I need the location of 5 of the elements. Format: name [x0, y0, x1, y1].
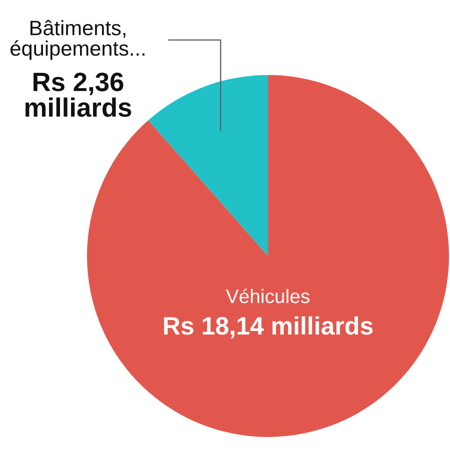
- slice-label: Bâtiments, équipements...: [10, 20, 144, 60]
- data-label: Rs 2,36 milliards: [25, 72, 132, 117]
- pie-slice: [148, 75, 268, 256]
- data-label: Rs 18,14 milliards: [164, 316, 373, 338]
- slice-label: Véhicules: [226, 288, 310, 304]
